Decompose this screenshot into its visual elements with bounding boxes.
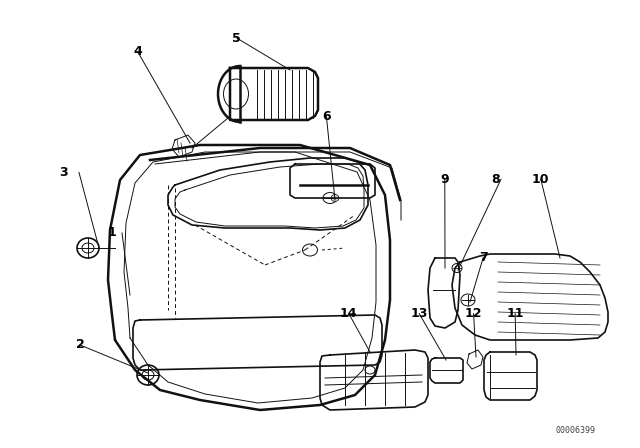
Text: 8: 8: [492, 172, 500, 186]
Text: 1: 1: [108, 226, 116, 240]
Text: 13: 13: [410, 307, 428, 320]
Text: 9: 9: [440, 172, 449, 186]
Text: 00006399: 00006399: [555, 426, 595, 435]
Text: 3: 3: [60, 166, 68, 179]
Text: 11: 11: [506, 307, 524, 320]
Text: 2: 2: [76, 338, 84, 352]
Text: 7: 7: [479, 251, 488, 264]
Text: 10: 10: [532, 172, 550, 186]
Text: 4: 4: [133, 45, 142, 58]
Ellipse shape: [331, 194, 339, 202]
Text: 6: 6: [322, 110, 331, 123]
Text: 14: 14: [340, 307, 358, 320]
Text: 5: 5: [232, 31, 241, 45]
Text: 12: 12: [465, 307, 483, 320]
